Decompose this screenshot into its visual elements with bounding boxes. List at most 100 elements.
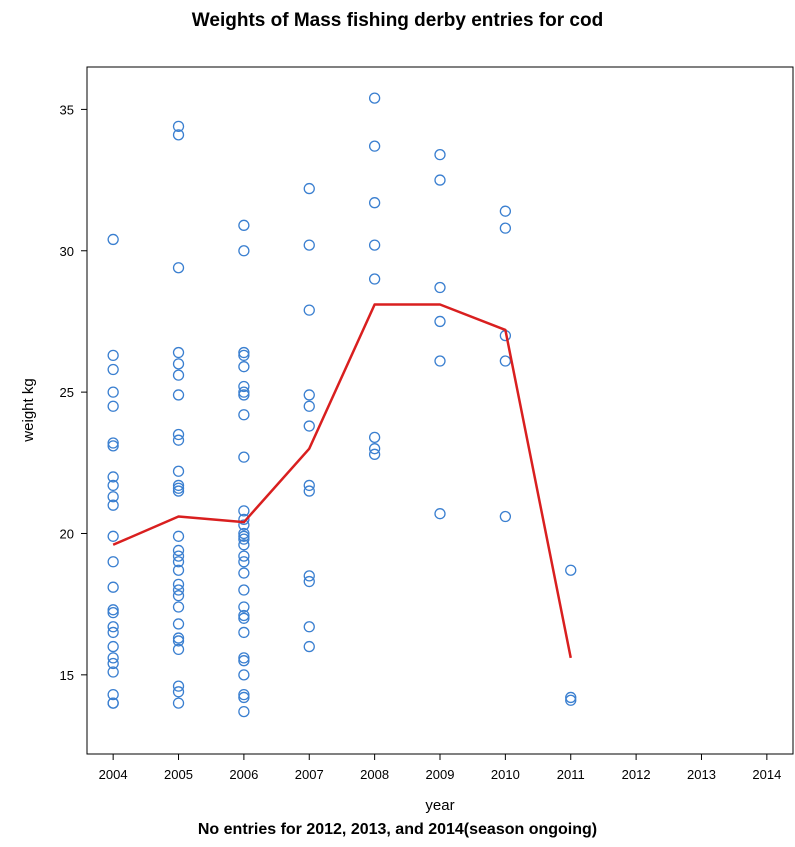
data-point <box>499 205 512 217</box>
data-point <box>238 567 250 579</box>
data-point <box>107 386 119 398</box>
data-point <box>368 197 381 209</box>
data-point <box>172 434 185 446</box>
data-point <box>434 315 446 328</box>
data-point <box>238 601 250 613</box>
data-point <box>172 369 185 381</box>
data-point <box>238 626 250 639</box>
data-point <box>107 499 119 511</box>
chart-caption: No entries for 2012, 2013, and 2014(seas… <box>197 821 598 838</box>
data-point <box>238 451 250 463</box>
data-point <box>172 544 185 557</box>
data-point <box>172 530 185 542</box>
data-point <box>172 465 185 477</box>
data-point <box>172 635 185 647</box>
data-point <box>107 688 119 701</box>
data-point <box>172 643 185 656</box>
data-point <box>303 420 315 432</box>
data-point <box>499 355 512 367</box>
data-point <box>172 346 185 359</box>
data-point <box>172 129 185 141</box>
data-point <box>565 564 577 576</box>
data-point <box>238 539 250 551</box>
data-point <box>368 92 381 104</box>
data-point <box>107 697 119 709</box>
data-point <box>368 448 381 460</box>
data-point <box>303 621 315 633</box>
data-point <box>238 550 250 562</box>
y-tick-label: 25 <box>60 385 74 400</box>
data-points <box>107 92 577 718</box>
data-point <box>172 556 185 568</box>
chart-title: Weights of Mass fishing derby entries fo… <box>191 10 604 31</box>
data-point <box>238 409 250 421</box>
data-point <box>303 575 315 588</box>
data-point <box>238 219 250 231</box>
data-point <box>107 652 119 664</box>
data-point <box>565 694 577 706</box>
data-point <box>499 510 512 523</box>
data-point <box>303 182 315 195</box>
data-point <box>434 508 446 520</box>
data-point <box>107 349 119 362</box>
data-point <box>434 148 446 161</box>
data-point <box>238 513 250 525</box>
data-point <box>172 584 185 596</box>
data-point <box>107 581 119 593</box>
y-tick-label: 20 <box>60 526 74 541</box>
data-point <box>238 245 250 257</box>
data-point <box>238 669 250 681</box>
data-point <box>303 485 315 497</box>
y-tick-label: 30 <box>60 244 74 259</box>
data-point <box>434 174 446 186</box>
data-point <box>107 233 119 246</box>
data-point <box>238 346 250 359</box>
data-point <box>238 691 250 704</box>
data-point <box>303 640 315 653</box>
x-tick-label: 2005 <box>164 767 193 782</box>
x-tick-label: 2007 <box>295 767 324 782</box>
data-point <box>238 612 250 624</box>
data-point <box>107 621 119 633</box>
data-point <box>238 386 250 398</box>
data-point <box>238 349 250 362</box>
x-tick-label: 2010 <box>491 767 520 782</box>
data-point <box>107 606 119 619</box>
data-point <box>107 666 119 678</box>
data-point <box>172 697 185 709</box>
x-tick-label: 2006 <box>229 767 258 782</box>
x-tick-label: 2012 <box>622 767 651 782</box>
x-tick-label: 2014 <box>752 767 781 782</box>
data-point <box>107 437 119 449</box>
data-point <box>107 640 119 653</box>
data-point <box>107 530 119 542</box>
data-point <box>107 363 119 376</box>
plot-frame <box>86 66 794 755</box>
data-point <box>368 239 381 251</box>
data-point <box>172 578 185 591</box>
data-point <box>172 590 185 602</box>
data-point <box>303 570 315 582</box>
x-axis: 2004 2005 2006 2007 2008 2009 2010 2011 2012 2013… <box>99 754 781 782</box>
data-point <box>368 443 381 455</box>
data-point <box>172 262 185 274</box>
data-point <box>172 601 185 613</box>
data-point <box>238 688 250 701</box>
data-point <box>238 361 250 373</box>
mean-weight-line <box>112 303 572 659</box>
data-point <box>499 222 512 234</box>
data-point <box>172 485 185 497</box>
data-point <box>107 400 119 412</box>
data-point <box>238 505 250 517</box>
data-point <box>172 680 185 692</box>
data-point <box>238 584 250 596</box>
data-point <box>172 550 185 562</box>
data-point <box>107 491 119 503</box>
data-point <box>368 273 381 285</box>
data-point <box>238 530 250 542</box>
data-point <box>107 556 119 568</box>
data-point <box>238 533 250 545</box>
data-point <box>368 140 381 152</box>
x-tick-label: 2011 <box>557 767 585 782</box>
